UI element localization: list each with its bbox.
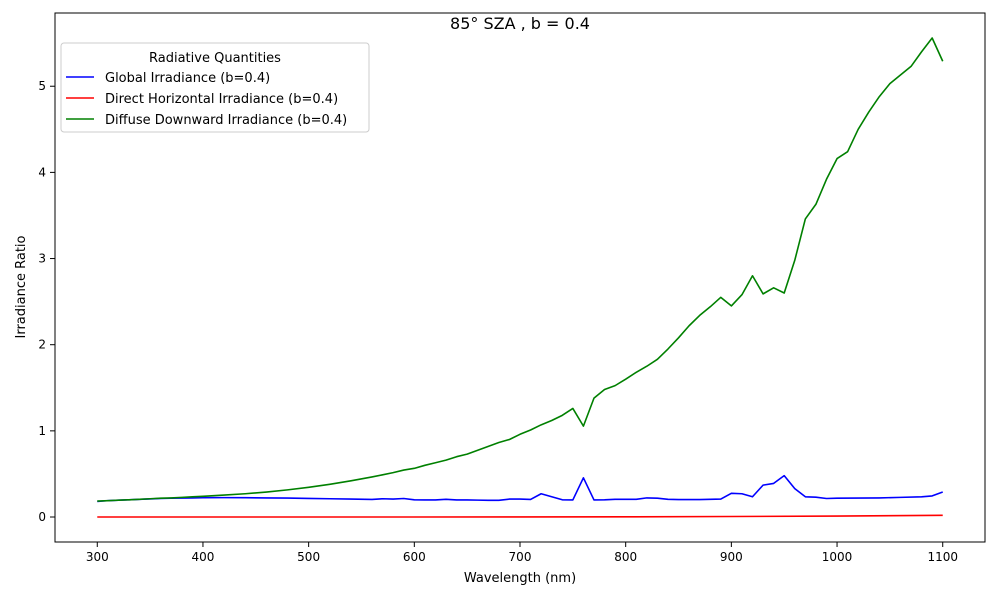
y-tick-label: 2 <box>38 338 46 352</box>
legend-label-0: Global Irradiance (b=0.4) <box>105 71 270 86</box>
x-tick-label: 1100 <box>927 550 958 564</box>
x-axis: 300 400 500 600 700 800 900 1000 1100 <box>86 542 958 564</box>
series-line-0 <box>97 474 944 503</box>
y-axis: 0 1 2 3 4 5 <box>38 79 55 524</box>
y-tick-label: 4 <box>38 165 46 179</box>
x-tick-label: 600 <box>403 550 426 564</box>
legend-label-2: Diffuse Downward Irradiance (b=0.4) <box>105 113 347 128</box>
y-axis-label: Irradiance Ratio <box>14 235 29 338</box>
chart-title: 85° SZA , b = 0.4 <box>450 14 590 33</box>
series-line-2 <box>97 37 944 502</box>
legend-title: Radiative Quantities <box>149 51 281 66</box>
series-line-1 <box>97 514 943 518</box>
plot-frame <box>54 12 986 543</box>
x-tick-label: 500 <box>297 550 320 564</box>
y-tick-label: 0 <box>38 510 46 524</box>
x-tick-label: 1000 <box>822 550 853 564</box>
plot-area <box>97 37 944 518</box>
x-tick-label: 400 <box>192 550 215 564</box>
y-tick-label: 3 <box>38 252 46 266</box>
legend: Radiative Quantities Global Irradiance (… <box>60 42 370 133</box>
x-tick-label: 300 <box>86 550 109 564</box>
y-tick-label: 5 <box>38 79 46 93</box>
x-tick-label: 900 <box>720 550 743 564</box>
x-axis-label: Wavelength (nm) <box>464 571 576 586</box>
legend-label-1: Direct Horizontal Irradiance (b=0.4) <box>105 92 338 107</box>
x-tick-label: 800 <box>614 550 637 564</box>
x-tick-label: 700 <box>509 550 532 564</box>
y-tick-label: 1 <box>38 424 46 438</box>
legend-frame <box>60 42 370 133</box>
